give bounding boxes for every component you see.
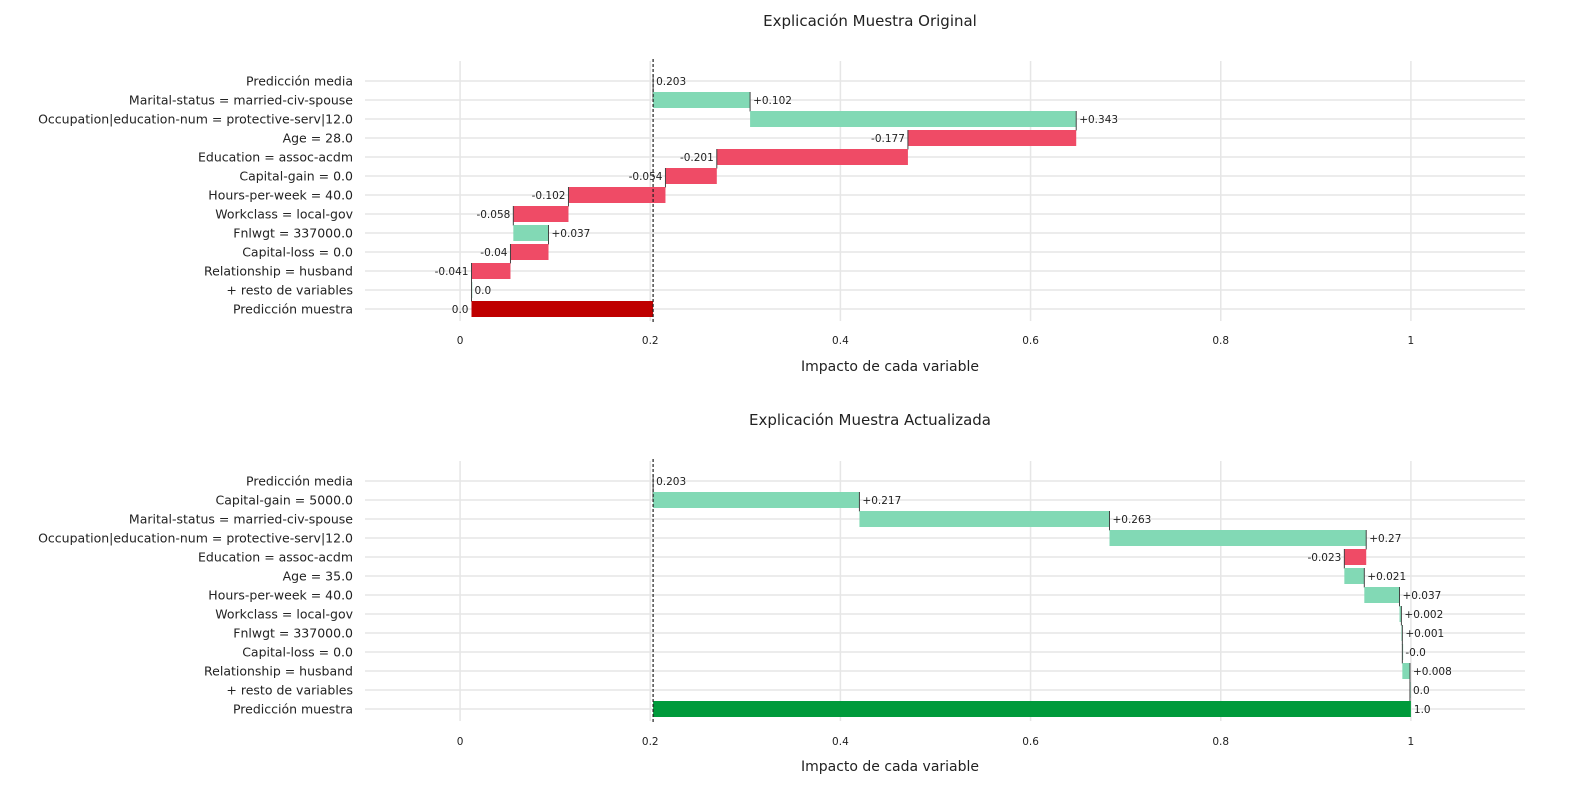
row-label: Capital-gain = 0.0 [239,169,353,184]
data-label: -0.201 [680,152,714,164]
data-label: +0.037 [1402,590,1441,602]
data-label: -0.023 [1307,552,1341,564]
contribution-bar [1344,568,1365,584]
row-label: Marital-status = married-civ-spouse [129,93,353,108]
data-label: +0.037 [552,228,591,240]
data-label: -0.177 [871,133,905,145]
row-label: Fnlwgt = 337000.0 [233,226,353,241]
row-label: Predicción muestra [233,302,353,317]
x-tick-label: 0.4 [832,736,849,748]
x-tick-label: 1 [1408,736,1415,748]
data-label: +0.102 [753,95,792,107]
x-axis-title: Impacto de cada variable [801,359,979,375]
row-label: Predicción media [246,474,353,489]
x-axis-title: Impacto de cada variable [801,759,979,775]
row-label: Age = 35.0 [283,569,353,584]
row-label: Education = assoc-acdm [198,150,353,165]
row-label: Predicción muestra [233,702,353,717]
contribution-bar [1402,663,1410,679]
contribution-bar [716,149,908,165]
data-label: -0.054 [629,171,663,183]
contribution-bar [1109,530,1367,546]
data-label: +0.008 [1413,666,1452,678]
chart-panel-2: Explicación Muestra Actualizada 0 0.2 0.4 0.… [38,411,1525,775]
data-label: +0.263 [1112,514,1151,526]
contribution-bar [510,244,549,260]
contribution-bar [568,187,666,203]
x-tick-label: 0.4 [832,335,849,347]
contribution-bar [1364,587,1400,603]
x-tick-label: 0.6 [1022,335,1039,347]
row-label: Capital-loss = 0.0 [242,645,353,660]
row-label: Relationship = husband [204,264,353,279]
contribution-bar [513,225,549,241]
data-label: +0.27 [1369,533,1401,545]
x-tick-label: 0 [457,736,464,748]
data-label: 0.0 [1413,685,1430,697]
row-label: Capital-gain = 5000.0 [216,493,354,508]
chart-title: Explicación Muestra Actualizada [749,411,991,429]
row-label: Education = assoc-acdm [198,550,353,565]
x-tick-label: 0.8 [1212,736,1229,748]
row-label: Capital-loss = 0.0 [242,245,353,260]
x-tick-label: 0.8 [1212,335,1229,347]
contribution-bar [513,206,569,222]
prediction-bar [653,701,1411,717]
data-label: -0.058 [476,209,510,221]
row-label: Occupation|education-num = protective-se… [38,531,353,546]
data-label: -0.041 [435,266,469,278]
data-label: 0.203 [656,76,686,88]
contribution-bar [859,511,1110,527]
chart-panel-1: Explicación Muestra Original 0 0.2 0.4 0.6 0.… [38,12,1525,375]
contribution-bar [1344,549,1367,565]
data-label: +0.001 [1405,628,1444,640]
data-label: 0.203 [656,476,686,488]
data-label: +0.021 [1367,571,1406,583]
data-label: -0.0 [1405,647,1426,659]
row-label: Age = 28.0 [283,131,353,146]
row-label: Occupation|education-num = protective-se… [38,112,353,127]
row-label: Hours-per-week = 40.0 [208,188,353,203]
x-tick-label: 0.2 [642,335,659,347]
data-label: +0.002 [1404,609,1443,621]
x-tick-label: 0.6 [1022,736,1039,748]
x-tick-label: 1 [1408,335,1415,347]
contribution-bar [907,130,1077,146]
x-tick-label: 0.2 [642,736,659,748]
row-label: Fnlwgt = 337000.0 [233,626,353,641]
data-label: -0.04 [480,247,507,259]
prediction-bar [471,301,654,317]
data-label: +0.217 [862,495,901,507]
contribution-bar [750,111,1077,127]
contribution-bar [665,168,717,184]
data-label: -0.102 [532,190,566,202]
data-label: 1.0 [1414,704,1431,716]
row-label: Predicción media [246,74,353,89]
row-label: + resto de variables [226,283,353,298]
data-label: 0.0 [452,304,469,316]
x-tick-label: 0 [457,335,464,347]
data-label: +0.343 [1079,114,1118,126]
contribution-bar [653,492,860,508]
contribution-bar [1399,606,1402,622]
row-label: Workclass = local-gov [215,207,353,222]
row-label: Relationship = husband [204,664,353,679]
data-label: 0.0 [474,285,491,297]
row-label: + resto de variables [226,683,353,698]
row-label: Workclass = local-gov [215,607,353,622]
chart-title: Explicación Muestra Original [763,12,977,30]
contribution-bar [653,92,751,108]
row-label: Hours-per-week = 40.0 [208,588,353,603]
contribution-bar [471,263,511,279]
row-label: Marital-status = married-civ-spouse [129,512,353,527]
